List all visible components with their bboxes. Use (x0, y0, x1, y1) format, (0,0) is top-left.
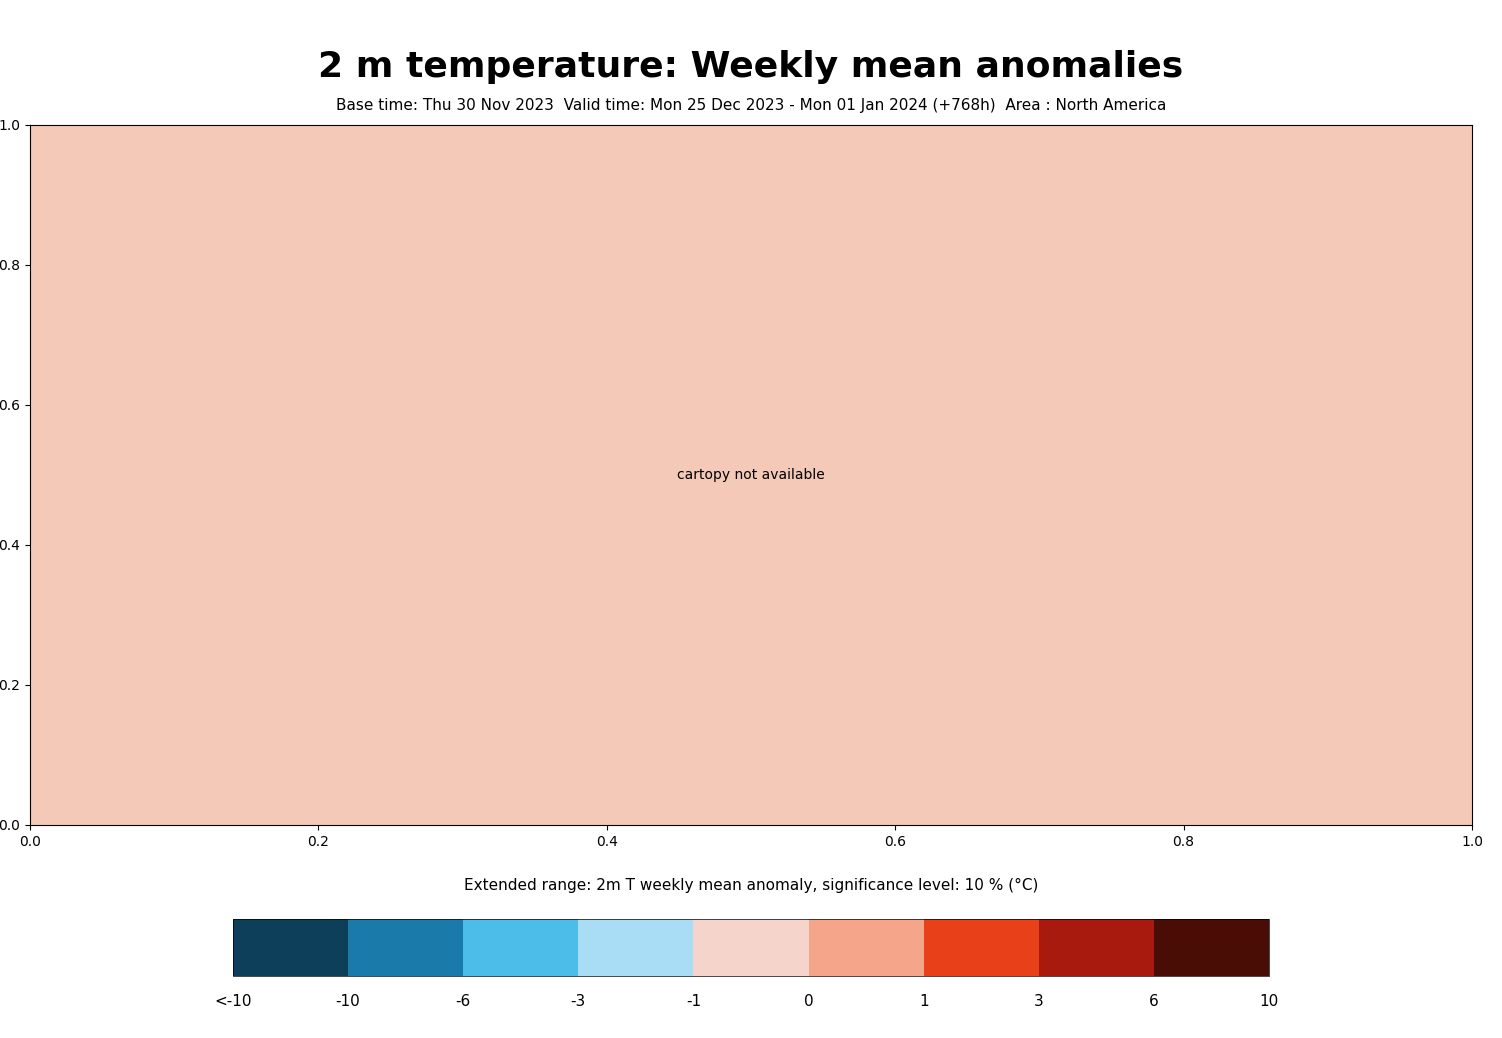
Text: 6: 6 (1149, 994, 1160, 1009)
Text: Base time: Thu 30 Nov 2023  Valid time: Mon 25 Dec 2023 - Mon 01 Jan 2024 (+768h: Base time: Thu 30 Nov 2023 Valid time: M… (336, 99, 1166, 113)
Text: -6: -6 (455, 994, 470, 1009)
Text: -3: -3 (571, 994, 586, 1009)
Text: -1: -1 (686, 994, 701, 1009)
Text: 10: 10 (1260, 994, 1278, 1009)
Text: Extended range: 2m T weekly mean anomaly, significance level: 10 % (°C): Extended range: 2m T weekly mean anomaly… (464, 878, 1038, 893)
Text: 2 m temperature: Weekly mean anomalies: 2 m temperature: Weekly mean anomalies (318, 51, 1184, 84)
Text: 1: 1 (919, 994, 928, 1009)
Text: 0: 0 (804, 994, 814, 1009)
Text: 3: 3 (1033, 994, 1044, 1009)
Text: -10: -10 (335, 994, 360, 1009)
Text: cartopy not available: cartopy not available (677, 468, 825, 482)
Text: <-10: <-10 (215, 994, 251, 1009)
